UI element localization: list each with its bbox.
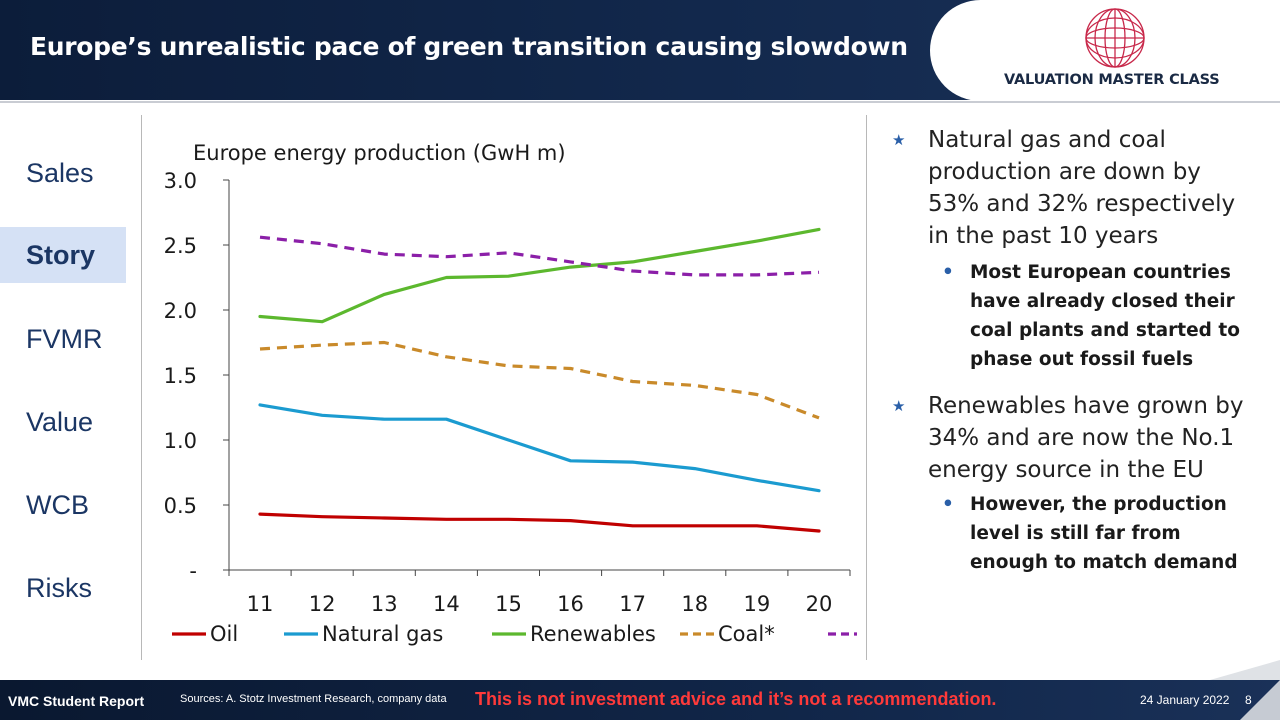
star-bullet-icon: ★ <box>892 397 906 415</box>
footer-corner-triangle <box>1240 680 1280 720</box>
series-line-nuclear <box>259 235 820 277</box>
y-tick-label: 3.0 <box>164 169 197 193</box>
energy-production-chart: Europe energy production (GwH m) - 0.5 1.0… <box>164 141 857 646</box>
dot-bullet-icon: • <box>942 494 954 515</box>
globe-logo-icon <box>1085 8 1145 68</box>
footer-report-name: VMC Student Report <box>8 693 145 709</box>
y-tick-label: 2.5 <box>164 234 197 258</box>
bullet-1: ★ Natural gas and coal production are do… <box>890 124 1258 252</box>
logo-text: VALUATION MASTER CLASS <box>1004 72 1220 88</box>
sub-bullet-2: • However, the production level is still… <box>936 490 1262 577</box>
legend-label: Renewables <box>530 622 656 646</box>
page-title: Europe’s unrealistic pace of green trans… <box>30 32 908 61</box>
bullet-2-text: Renewables have grown by 34% and are now… <box>928 393 1244 483</box>
x-tick-label: 20 <box>806 592 833 616</box>
sidebar-item-fvmr[interactable]: FVMR <box>26 324 103 354</box>
sidebar-item-value[interactable]: Value <box>26 407 94 437</box>
bullet-1-text: Natural gas and coal production are down… <box>928 127 1236 249</box>
series-line-coal <box>259 340 820 420</box>
sub-bullet-1-text: Most European countries have already clo… <box>970 262 1240 370</box>
y-tick-label: 2.0 <box>164 299 197 323</box>
left-divider <box>141 115 142 660</box>
x-tick-label: 11 <box>247 592 274 616</box>
x-tick-label: 17 <box>619 592 646 616</box>
header-divider <box>0 101 1280 103</box>
footer-date: 24 January 2022 <box>1140 693 1230 707</box>
sub-bullet-2-text: However, the production level is still f… <box>970 494 1238 573</box>
footer-sources: Sources: A. Stotz Investment Research, c… <box>180 693 447 705</box>
footer-disclaimer: This is not investment advice and it’s n… <box>475 689 997 709</box>
x-tick-label: 16 <box>557 592 584 616</box>
x-tick-label: 13 <box>371 592 398 616</box>
sidebar-item-wcb[interactable]: WCB <box>26 490 89 520</box>
chart-title: Europe energy production (GwH m) <box>193 141 566 165</box>
logo-area <box>930 0 1280 101</box>
x-tick-label: 12 <box>309 592 336 616</box>
legend-label: Oil <box>210 622 238 646</box>
sub-bullet-1: • Most European countries have already c… <box>936 258 1262 374</box>
y-tick-label: 0.5 <box>164 494 197 518</box>
footer-bar: VMC Student Report Sources: A. Stotz Inv… <box>0 680 1280 720</box>
right-divider <box>866 115 867 660</box>
y-tick-label: 1.5 <box>164 364 197 388</box>
y-tick-label: 1.0 <box>164 429 197 453</box>
series-line-natural-gas <box>258 403 821 493</box>
dot-bullet-icon: • <box>942 262 954 283</box>
x-tick-label: 19 <box>743 592 770 616</box>
x-tick-label: 14 <box>433 592 460 616</box>
y-tick-label: - <box>189 559 197 583</box>
x-tick-label: 18 <box>681 592 708 616</box>
star-bullet-icon: ★ <box>892 131 906 149</box>
sidebar-item-story[interactable]: Story <box>0 227 126 283</box>
corner-shade <box>1210 660 1280 680</box>
legend-label: Coal* <box>718 622 775 646</box>
series-line-renewables <box>258 227 821 324</box>
x-tick-label: 15 <box>495 592 522 616</box>
legend-label: Natural gas <box>322 622 443 646</box>
bullet-2: ★ Renewables have grown by 34% and are n… <box>890 390 1258 486</box>
series-line-oil <box>258 512 821 533</box>
sidebar-item-risks[interactable]: Risks <box>26 573 92 603</box>
sidebar-item-sales[interactable]: Sales <box>26 158 94 188</box>
